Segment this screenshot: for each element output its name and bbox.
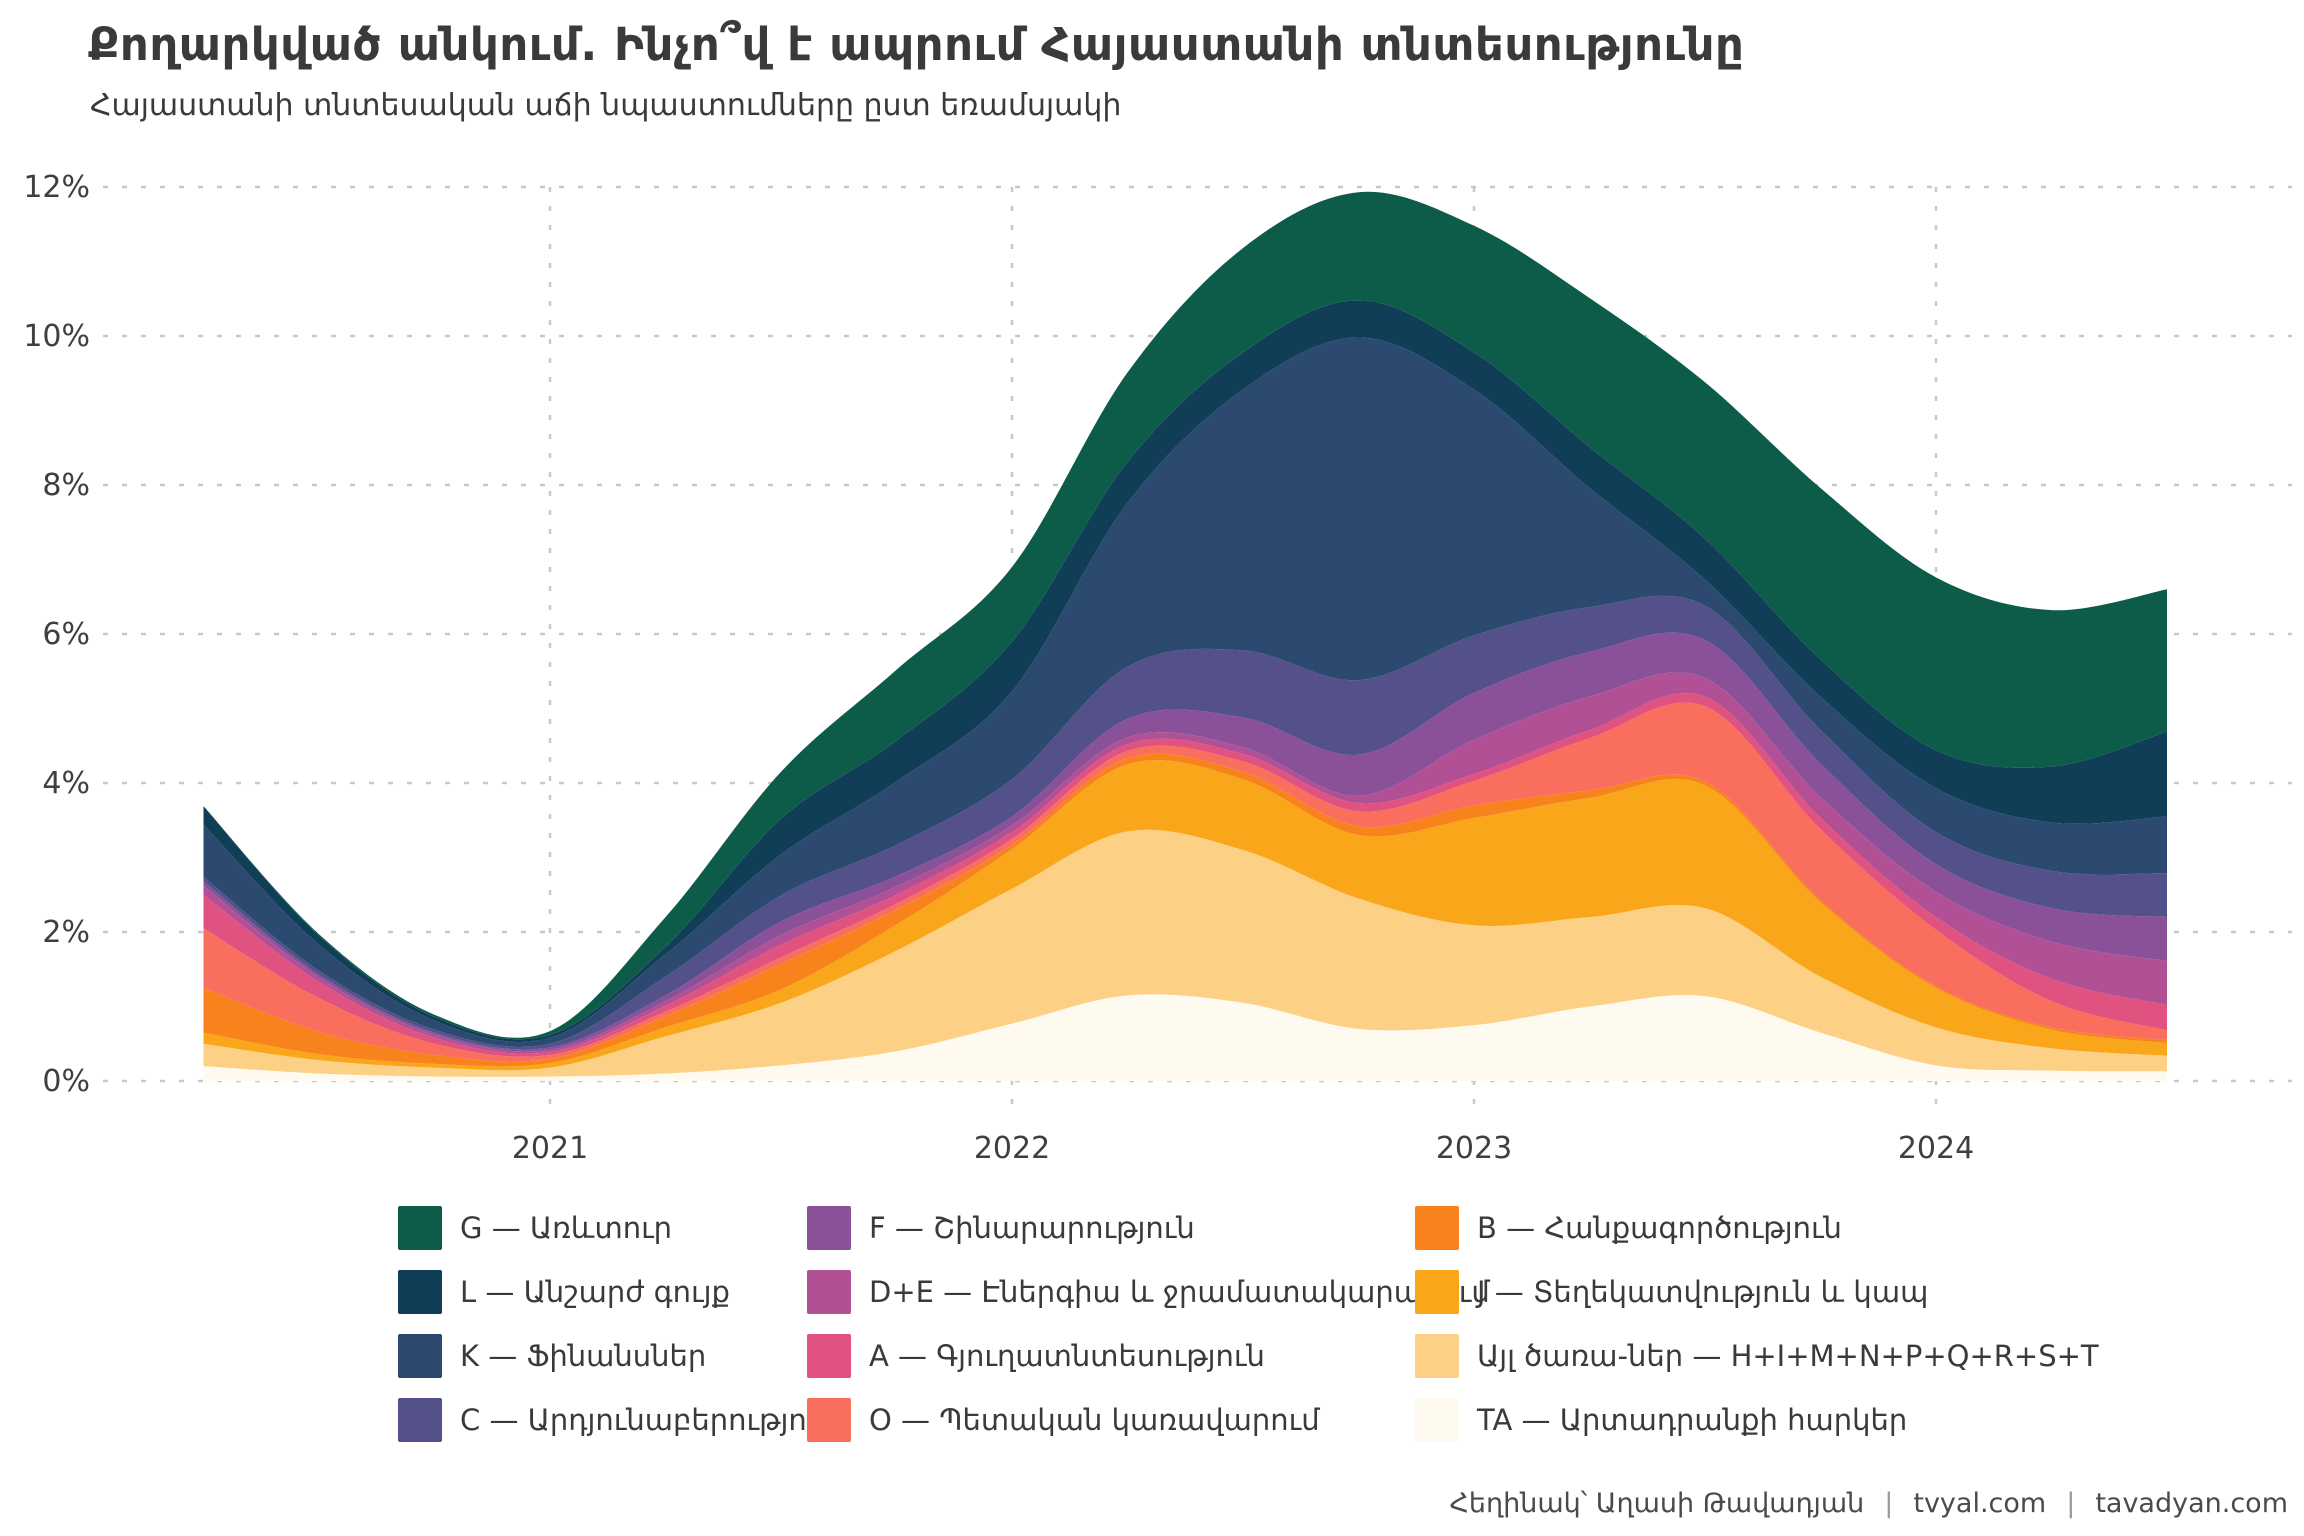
legend-swatch-L [398, 1270, 442, 1314]
legend-label-O: O — Պետական կառավարում [869, 1403, 1320, 1437]
legend-swatch-J [1415, 1270, 1459, 1314]
x-axis-label: 2021 [512, 1131, 588, 1166]
legend-item-B: B — Հանքագործություն [1415, 1206, 2099, 1250]
legend-label-C: C — Արդյունաբերություն [460, 1403, 838, 1437]
legend-item-K: K — Ֆինանսներ [398, 1334, 838, 1378]
legend-swatch-O [807, 1398, 851, 1442]
y-axis-label: 2% [42, 915, 90, 950]
area-series-G [203, 191, 2167, 1040]
legend-item-O: O — Պետական կառավարում [807, 1398, 1490, 1442]
footer-separator: | [2066, 1488, 2076, 1519]
legend-label-K: K — Ֆինանսներ [460, 1339, 707, 1373]
legend-item-DE: D+E — Էներգիա և ջրամատակարարում [807, 1270, 1490, 1314]
legend-item-A: A — Գյուղատնտեսություն [807, 1334, 1490, 1378]
y-axis-label: 10% [23, 319, 90, 354]
legend-label-L: L — Անշարժ գույք [460, 1275, 730, 1309]
legend-item-TA: TA — Արտադրանքի հարկեր [1415, 1398, 2099, 1442]
legend-column: F — Շինարարություն D+E — Էներգիա և ջրամատ… [807, 1206, 1490, 1462]
legend-item-L: L — Անշարժ գույք [398, 1270, 838, 1314]
area-series-OTHER [203, 829, 2167, 1077]
y-axis-label: 0% [42, 1064, 90, 1099]
x-axis-label: 2024 [1898, 1131, 1974, 1166]
legend-swatch-TA [1415, 1398, 1459, 1442]
footer-separator: | [1884, 1488, 1894, 1519]
page-subtitle: Հայաստանի տնտեսական աճի նպաստումները ըստ… [90, 88, 1122, 123]
legend-label-A: A — Գյուղատնտեսություն [869, 1339, 1265, 1373]
footer: Հեղինակ՝ Աղասի Թավադյան | tvyal.com | tavady… [1450, 1488, 2288, 1519]
y-axis-label: 4% [42, 766, 90, 801]
legend-swatch-B [1415, 1206, 1459, 1250]
area-series-K [203, 337, 2167, 1047]
legend-column: G — Առևտուր L — Անշարժ գույք K — Ֆինանսներ… [398, 1206, 838, 1462]
x-axis-label: 2022 [974, 1131, 1050, 1166]
legend-label-TA: TA — Արտադրանքի հարկեր [1477, 1403, 1908, 1437]
legend-label-J: J — Տեղեկատվություն և կապ [1477, 1275, 1929, 1309]
page-title: Քողարկված անկում. Ինչո՞վ է ապրում Հայաստ… [88, 18, 1745, 71]
y-axis-label: 8% [42, 468, 90, 503]
legend-item-OTHER: Այլ ծառա-ներ — H+I+M+N+P+Q+R+S+T [1415, 1334, 2099, 1378]
footer-author: Հեղինակ՝ Աղասի Թավադյան [1449, 1488, 1865, 1519]
legend-swatch-A [807, 1334, 851, 1378]
legend-swatch-OTHER [1415, 1334, 1459, 1378]
legend-label-G: G — Առևտուր [460, 1211, 673, 1245]
area-series-C [203, 595, 2167, 1050]
legend-item-C: C — Արդյունաբերություն [398, 1398, 838, 1442]
x-axis-label: 2023 [1436, 1131, 1512, 1166]
legend-swatch-F [807, 1206, 851, 1250]
legend-column: B — Հանքագործություն J — Տեղեկատվություն … [1415, 1206, 2099, 1462]
legend-label-DE: D+E — Էներգիա և ջրամատակարարում [869, 1275, 1490, 1309]
legend-swatch-G [398, 1206, 442, 1250]
footer-link-tvyal[interactable]: tvyal.com [1913, 1488, 2047, 1519]
footer-link-tavadyan[interactable]: tavadyan.com [2095, 1488, 2288, 1519]
legend-item-J: J — Տեղեկատվություն և կապ [1415, 1270, 2099, 1314]
legend-item-G: G — Առևտուր [398, 1206, 838, 1250]
legend-swatch-K [398, 1334, 442, 1378]
legend-item-F: F — Շինարարություն [807, 1206, 1490, 1250]
legend-swatch-DE [807, 1270, 851, 1314]
legend-swatch-C [398, 1398, 442, 1442]
area-series-J [203, 760, 2167, 1071]
legend-label-OTHER: Այլ ծառա-ներ — H+I+M+N+P+Q+R+S+T [1477, 1339, 2099, 1373]
area-series-F [203, 632, 2167, 1052]
y-axis-label: 12% [23, 170, 90, 205]
legend-label-F: F — Շինարարություն [869, 1211, 1195, 1245]
legend-label-B: B — Հանքագործություն [1477, 1211, 1842, 1245]
area-series-TA [203, 994, 2167, 1081]
y-axis-label: 6% [42, 617, 90, 652]
